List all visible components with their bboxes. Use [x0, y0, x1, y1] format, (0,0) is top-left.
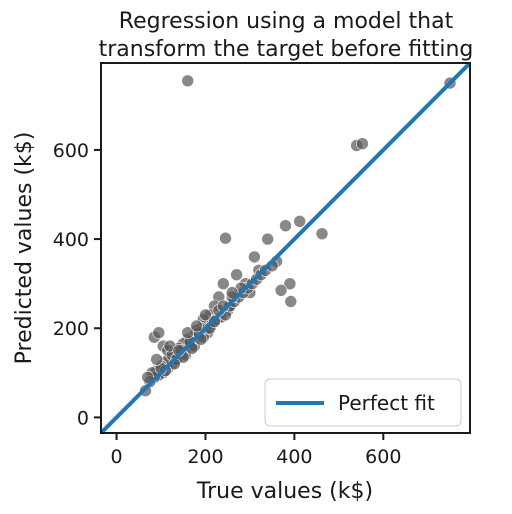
chart-title-line-1: Regression using a model that	[119, 9, 454, 34]
x-axis-ticks: 0 200 400 600	[111, 433, 401, 468]
x-axis-label: True values (k$)	[196, 479, 373, 504]
perfect-fit-line	[101, 63, 470, 433]
y-tick-label: 400	[53, 229, 89, 251]
scatter-point	[315, 227, 329, 240]
legend-label-perfect-fit: Perfect fit	[338, 391, 435, 415]
scatter-point	[181, 74, 194, 88]
scatter-point	[181, 326, 194, 340]
scatter-point	[230, 268, 243, 282]
scatter-point	[219, 231, 232, 245]
chart-title: Regression using a model that transform …	[99, 9, 474, 62]
scatter-point	[248, 250, 261, 264]
scatter-point	[190, 319, 203, 333]
legend: Perfect fit	[264, 378, 462, 427]
scatter-point	[274, 283, 288, 297]
scatter-point	[150, 353, 163, 366]
scatter-point	[152, 326, 166, 340]
y-axis-label: Predicted values (k$)	[12, 132, 37, 365]
y-tick-label: 600	[53, 140, 89, 162]
scatter-point	[356, 137, 369, 150]
scatter-point	[279, 219, 292, 232]
scatter-point	[217, 277, 230, 291]
plot-area	[100, 62, 471, 434]
scatter-point	[293, 215, 307, 228]
legend-box	[264, 378, 462, 427]
scatter-point	[199, 308, 212, 322]
x-tick-label: 0	[111, 446, 123, 468]
scatter-point	[261, 232, 275, 246]
perfect-fit-line-group	[101, 63, 470, 433]
scatter-point	[284, 295, 298, 308]
y-tick-label: 200	[53, 318, 89, 340]
plot-frame	[100, 62, 471, 434]
x-tick-label: 600	[365, 446, 401, 468]
scatter-point	[141, 370, 154, 384]
y-tick-label: 0	[77, 407, 89, 429]
x-tick-label: 200	[187, 446, 223, 468]
chart-title-line-2: transform the target before fitting	[99, 37, 474, 62]
scatter-point	[283, 277, 297, 291]
x-tick-label: 400	[276, 446, 312, 468]
y-axis-ticks: 0 200 400 600	[53, 140, 101, 429]
